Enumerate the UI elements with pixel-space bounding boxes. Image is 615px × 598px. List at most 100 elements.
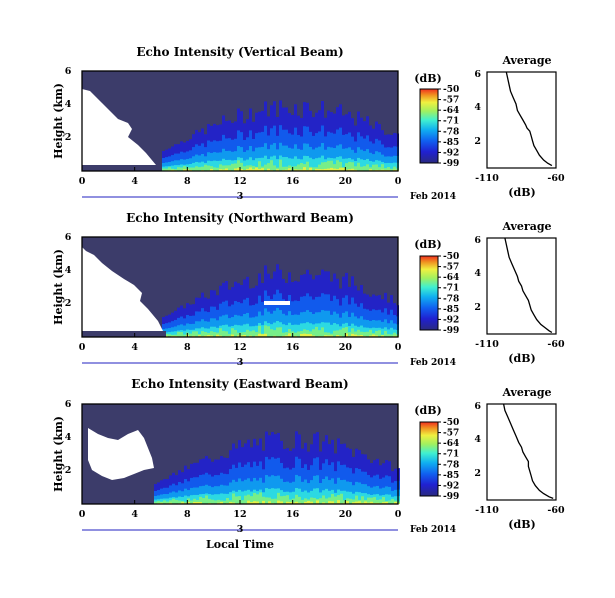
heatmap-cell xyxy=(171,331,174,337)
heatmap-cell xyxy=(348,325,351,337)
heatmap-cell xyxy=(285,157,288,171)
heatmap-cell xyxy=(288,158,291,171)
heatmap-cell xyxy=(331,501,334,504)
heatmap-cell xyxy=(343,490,346,504)
x-tick-label: 16 xyxy=(286,509,300,520)
y-tick-label: 2 xyxy=(65,298,72,309)
y-axis-label: Height (km) xyxy=(52,249,65,325)
heatmap-cell xyxy=(264,164,267,171)
heatmap-cell xyxy=(231,334,234,337)
heatmap-cell xyxy=(333,323,336,337)
heatmap-cell xyxy=(321,162,324,171)
heatmap-cell xyxy=(369,329,372,337)
heatmap-cell xyxy=(297,331,300,337)
heatmap-cell xyxy=(279,159,282,171)
heatmap-cell xyxy=(271,488,274,504)
x-tick-label: 20 xyxy=(339,342,353,353)
heatmap-cell xyxy=(240,325,243,337)
x-axis-label: Local Time xyxy=(206,538,274,551)
heatmap-cell xyxy=(321,327,324,337)
heatmap-cell xyxy=(274,488,277,504)
colorbar: (dB) -50-57-64-71-78-85-92-99 xyxy=(414,404,459,502)
colorbar-tick-label: -85 xyxy=(443,471,459,481)
heatmap-cell xyxy=(282,166,285,171)
heatmap-cell xyxy=(228,165,231,171)
heatmap-cell xyxy=(241,491,244,504)
heatmap-cell xyxy=(294,156,297,171)
heatmap-cell xyxy=(363,332,366,337)
heatmap-cell xyxy=(243,334,246,337)
heatmap-cell xyxy=(307,501,310,504)
heatmap-cell xyxy=(388,500,391,504)
heatmap-cell xyxy=(360,331,363,337)
heatmap-cell xyxy=(381,328,384,337)
heatmap-cell xyxy=(247,500,250,504)
heatmap-cell xyxy=(303,167,306,171)
heatmap-cell xyxy=(246,168,249,171)
heatmap-cell xyxy=(255,158,258,171)
heatmap-cell xyxy=(178,500,181,504)
heatmap-cell xyxy=(213,332,216,337)
profile-line xyxy=(504,237,553,333)
heatmap-cell xyxy=(339,329,342,337)
colorbar-unit: (dB) xyxy=(414,404,441,417)
heatmap-cell xyxy=(217,499,220,504)
heatmap-cell xyxy=(351,168,354,171)
heatmap-cell xyxy=(198,162,201,171)
heatmap-cell xyxy=(163,500,166,504)
heatmap-cell xyxy=(268,488,271,504)
heatmap-cell xyxy=(207,332,210,337)
heatmap-cell xyxy=(184,495,187,504)
heatmap-cell xyxy=(312,167,315,171)
profile-title: Average xyxy=(501,220,551,233)
heatmap-cell xyxy=(207,335,210,337)
heatmap-cell xyxy=(201,161,204,171)
heatmap-cell xyxy=(274,498,277,504)
heatmap-cell xyxy=(279,327,282,337)
heatmap-cell xyxy=(349,491,352,504)
heatmap-cell xyxy=(237,167,240,171)
heatmap-cell xyxy=(349,498,352,504)
heatmap-cell xyxy=(351,328,354,337)
heatmap-cell xyxy=(175,499,178,504)
chart-title: Echo Intensity (Eastward Beam) xyxy=(131,377,348,391)
colorbar-tick-label: -50 xyxy=(443,85,459,95)
heatmap-cell xyxy=(165,333,168,337)
missing-data-region xyxy=(88,428,154,480)
x-tick-label: 4 xyxy=(131,342,138,353)
heatmap-cell xyxy=(264,333,267,337)
heatmap-cell xyxy=(367,502,370,504)
heatmap-cell xyxy=(319,498,322,504)
heatmap-cell xyxy=(183,334,186,337)
heatmap-cell xyxy=(192,167,195,171)
heatmap-cell xyxy=(289,492,292,504)
heatmap-cell xyxy=(327,322,330,337)
heatmap-cell xyxy=(190,495,193,504)
heatmap-cell xyxy=(210,335,213,337)
heatmap-cell xyxy=(268,501,271,504)
y-axis-label: Height (km) xyxy=(52,416,65,492)
heatmap-cell xyxy=(255,335,258,337)
heatmap-cell xyxy=(367,497,370,504)
heatmap-cell xyxy=(295,494,298,504)
heatmap-cell xyxy=(166,501,169,504)
heatmap-cell xyxy=(304,490,307,504)
heatmap-cell xyxy=(195,331,198,337)
heatmap-cell xyxy=(174,331,177,337)
heatmap-cell xyxy=(375,335,378,337)
heatmap-cell xyxy=(360,325,363,337)
heatmap-cell xyxy=(387,162,390,171)
heatmap-cell xyxy=(264,325,267,337)
heatmap-cell xyxy=(291,324,294,337)
heatmap-cell xyxy=(249,157,252,171)
heatmap-cell xyxy=(240,162,243,171)
heatmap-cell xyxy=(310,501,313,504)
heatmap-cell xyxy=(354,334,357,337)
colorbar-tick-label: -78 xyxy=(443,460,459,470)
heatmap-cell xyxy=(372,327,375,337)
heatmap-cell xyxy=(265,497,268,504)
heatmap-cell xyxy=(178,496,181,504)
heatmap-cell xyxy=(334,496,337,504)
heatmap-cell xyxy=(243,160,246,171)
x-tick-label: 8 xyxy=(184,509,191,520)
